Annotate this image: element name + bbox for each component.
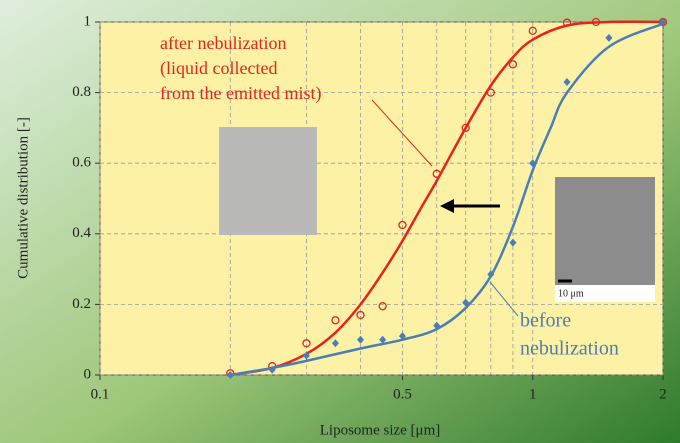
data-point: [302, 351, 310, 360]
annotation: before: [520, 310, 571, 332]
data-point: [226, 371, 234, 379]
annotation: (liquid collected: [160, 58, 277, 79]
data-point: [357, 335, 365, 344]
annotation: after nebulization: [160, 33, 286, 53]
data-point: [509, 238, 517, 247]
data-point: [486, 88, 495, 97]
data-point: [461, 123, 470, 133]
micrograph: [555, 177, 655, 302]
x-tick-label: 0.1: [91, 386, 110, 402]
x-axis-label: Liposome size [μm]: [320, 422, 441, 438]
y-tick-label: 0.2: [72, 296, 91, 312]
y-tick-label: 0.4: [72, 225, 91, 241]
arrow-head: [440, 199, 454, 213]
data-point: [659, 18, 667, 26]
data-point: [378, 302, 387, 311]
data-point: [487, 270, 495, 279]
micrograph: [219, 127, 317, 235]
leader-line: [371, 99, 433, 167]
data-point: [562, 18, 572, 27]
data-point: [398, 220, 407, 230]
data-point: [356, 310, 365, 320]
data-point: [379, 335, 387, 344]
scale-label: 10 μm: [558, 288, 584, 299]
x-tick-label: 2: [659, 386, 667, 402]
data-point: [591, 17, 601, 27]
y-tick-label: 1: [84, 13, 92, 29]
data-point: [433, 321, 441, 330]
fit-line: [230, 20, 664, 377]
data-point: [331, 339, 339, 348]
data-point: [398, 332, 406, 341]
y-axis-label: Cumulative distribution [-]: [15, 117, 31, 279]
y-tick-label: 0.8: [72, 84, 91, 100]
data-point: [508, 60, 518, 69]
leader-line: [489, 281, 519, 317]
x-tick-label: 0.5: [393, 386, 412, 402]
annotation: nebulization: [520, 338, 619, 360]
data-point: [605, 33, 613, 42]
annotation: from the emitted mist): [160, 83, 321, 104]
data-point: [268, 365, 276, 374]
y-tick-label: 0: [84, 366, 92, 382]
data-point: [331, 316, 340, 325]
scale-strip: [555, 285, 655, 302]
x-tick-label: 1: [529, 386, 537, 402]
data-point: [529, 159, 537, 168]
y-tick-label: 0.6: [72, 155, 91, 171]
data-point: [528, 26, 537, 35]
data-point: [563, 78, 571, 87]
fit-line: [230, 22, 664, 377]
data-point: [432, 169, 441, 178]
data-point: [302, 339, 311, 348]
data-point: [462, 298, 470, 307]
